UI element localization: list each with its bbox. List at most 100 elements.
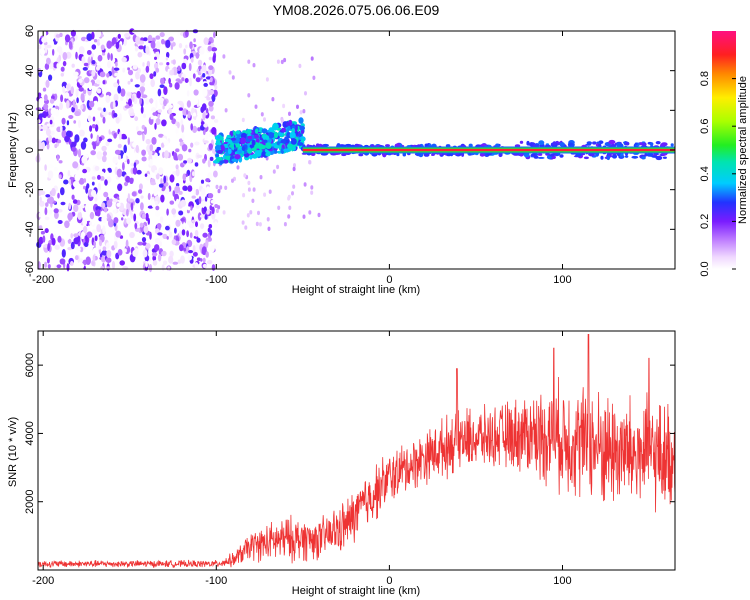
spectrogram-cell (48, 134, 53, 143)
spectrogram-cell (205, 178, 211, 183)
spectrogram-cell (48, 74, 53, 81)
spectrogram-cell (270, 142, 277, 147)
spectrogram-cell (189, 41, 193, 49)
spectrogram-cell (43, 30, 47, 38)
spectrogram-cell (176, 133, 180, 138)
spectrogram-cell (181, 62, 187, 70)
spectrogram-cell (38, 225, 43, 230)
spectrogram-cell (642, 142, 647, 147)
spectrogram-cell (53, 166, 58, 172)
spectrogram-cell (87, 115, 92, 122)
spectrogram-cell (231, 158, 238, 162)
spectrogram-cell (80, 93, 85, 102)
spectrogram-cell (188, 63, 192, 71)
spectrogram-cell (185, 44, 188, 49)
spectrogram-cell (99, 71, 106, 78)
spectrogram-cell (273, 131, 279, 139)
spectrogram-cell (113, 209, 117, 214)
spectrogram-cell (195, 204, 200, 209)
spectrogram-cell (42, 87, 47, 92)
spectrogram-cell (83, 185, 86, 190)
spectrogram-cell (126, 201, 131, 211)
snr-x-tick-label: 0 (386, 575, 392, 587)
spectrogram-x-tick-label: 0 (386, 274, 392, 286)
spectrogram-cell (57, 235, 62, 243)
spectrogram-cell (139, 222, 144, 228)
spectrogram-cell (67, 238, 72, 244)
spectrogram-cell (611, 154, 618, 159)
spectrogram-cell (77, 148, 82, 158)
spectrogram-cell (189, 232, 193, 239)
spectrogram-cell (111, 37, 117, 46)
spectrogram-cell (207, 159, 211, 168)
spectrogram-cell (46, 57, 51, 65)
spectrogram-cell (51, 40, 54, 48)
spectrogram-cell (195, 188, 200, 196)
spectrogram-cell (268, 127, 275, 132)
spectrogram-x-tick-label: 100 (553, 274, 571, 286)
spectrogram-cell (163, 140, 169, 146)
spectrogram-y-tick-label: 0 (24, 147, 36, 153)
spectrogram-cell (298, 133, 303, 138)
spectrogram-cell (165, 56, 169, 61)
spectrogram-cell (129, 208, 132, 215)
spectrogram-cell (209, 156, 214, 161)
spectrogram-cell (208, 89, 215, 95)
spectrogram-cell (206, 96, 211, 101)
spectrogram-cell (86, 231, 93, 238)
spectrogram-cell (148, 158, 153, 167)
spectrogram-cell (265, 135, 270, 141)
spectrogram-cell (118, 131, 122, 140)
spectrogram-cell (117, 85, 122, 94)
spectrogram-cell (74, 134, 80, 143)
spectrogram-cell (166, 208, 169, 216)
spectrogram-cell (96, 134, 100, 143)
spectrogram-cell (60, 66, 65, 72)
spectrogram-cell (317, 212, 321, 218)
spectrogram-cell (202, 88, 208, 97)
spectrogram-cell (186, 220, 192, 225)
spectrogram-cell (123, 248, 127, 253)
spectrogram-cell (115, 41, 120, 50)
spectrogram-cell (249, 210, 253, 215)
snr-x-ticks: -200 -100 0 100 (32, 331, 572, 587)
spectrogram-cell (144, 126, 147, 135)
spectrogram-cell (241, 220, 245, 225)
spectrogram-cell (155, 35, 161, 40)
spectrogram-cell (125, 239, 129, 249)
spectrogram-cell (145, 65, 150, 73)
snr-y-label: SNR (10 * v/v) (7, 417, 19, 487)
spectrogram-cell (157, 240, 163, 247)
spectrogram-cell (70, 86, 75, 95)
spectrogram-cell (280, 59, 284, 65)
spectrogram-cell (50, 107, 57, 116)
spectrogram-cell (302, 214, 306, 219)
spectrogram-cell (94, 197, 98, 202)
spectrogram-cell (94, 100, 99, 108)
spectrogram-cell (202, 263, 208, 269)
spectrogram-cell (44, 63, 50, 70)
spectrogram-cell (89, 211, 95, 220)
spectrogram-cell (161, 250, 167, 257)
spectrogram-cell (177, 65, 181, 72)
spectrogram-cell (263, 192, 267, 197)
spectrogram-cell (549, 153, 555, 157)
spectrogram-cell (175, 148, 180, 153)
spectrogram-cell (287, 214, 291, 219)
spectrogram-cell (71, 106, 75, 113)
spectrogram-cell (199, 214, 206, 218)
spectrogram-cell (258, 222, 262, 227)
spectrogram-cell (187, 206, 191, 211)
spectrogram-cell (303, 182, 307, 187)
spectrogram-cell (142, 132, 145, 142)
spectrogram-cell (121, 190, 125, 200)
spectrogram-cell (86, 183, 90, 189)
spectrogram-cell (88, 100, 95, 108)
spectrogram-cell (145, 243, 151, 249)
spectrogram-cell (123, 218, 127, 225)
spectrogram-cell (205, 239, 209, 248)
spectrogram-cell (181, 124, 185, 133)
spectrogram-cell (191, 195, 196, 199)
spectrogram-cell (78, 119, 81, 129)
